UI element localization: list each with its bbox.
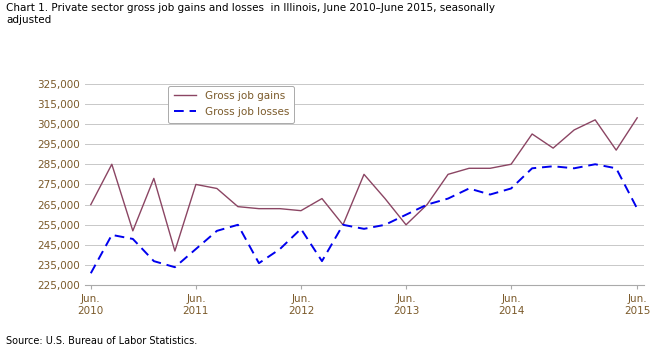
Gross job gains	[276, 207, 284, 211]
Gross job gains	[171, 249, 179, 253]
Gross job gains	[234, 205, 242, 209]
Gross job losses	[255, 261, 263, 265]
Gross job losses	[360, 227, 368, 231]
Text: Source: U.S. Bureau of Labor Statistics.: Source: U.S. Bureau of Labor Statistics.	[6, 336, 198, 346]
Gross job gains	[592, 118, 599, 122]
Gross job gains	[129, 229, 136, 233]
Gross job gains	[570, 128, 578, 132]
Gross job gains	[297, 208, 305, 213]
Gross job losses	[633, 207, 641, 211]
Gross job gains	[465, 166, 473, 171]
Gross job gains	[444, 172, 452, 176]
Gross job losses	[507, 187, 515, 191]
Gross job gains	[150, 176, 158, 181]
Gross job losses	[276, 247, 284, 251]
Gross job losses	[129, 237, 136, 241]
Gross job losses	[592, 162, 599, 166]
Gross job losses	[402, 213, 410, 217]
Gross job losses	[339, 223, 347, 227]
Gross job losses	[528, 166, 536, 171]
Gross job losses	[612, 166, 620, 171]
Gross job gains	[87, 203, 95, 207]
Gross job losses	[234, 223, 242, 227]
Gross job gains	[360, 172, 368, 176]
Gross job gains	[549, 146, 557, 150]
Gross job gains	[528, 132, 536, 136]
Gross job losses	[297, 227, 305, 231]
Gross job gains	[633, 116, 641, 120]
Gross job losses	[192, 247, 200, 251]
Line: Gross job gains: Gross job gains	[91, 118, 637, 251]
Gross job losses	[423, 203, 431, 207]
Gross job losses	[318, 259, 326, 263]
Gross job gains	[507, 162, 515, 166]
Gross job losses	[108, 233, 116, 237]
Gross job gains	[423, 203, 431, 207]
Gross job gains	[612, 148, 620, 152]
Gross job losses	[549, 164, 557, 168]
Gross job gains	[192, 182, 200, 187]
Gross job gains	[486, 166, 494, 171]
Gross job gains	[213, 187, 221, 191]
Gross job losses	[381, 223, 389, 227]
Gross job gains	[402, 223, 410, 227]
Gross job losses	[150, 259, 158, 263]
Gross job losses	[171, 265, 179, 269]
Gross job losses	[444, 197, 452, 201]
Gross job gains	[255, 207, 263, 211]
Gross job losses	[87, 271, 95, 275]
Gross job gains	[381, 197, 389, 201]
Gross job losses	[570, 166, 578, 171]
Gross job gains	[339, 223, 347, 227]
Text: Chart 1. Private sector gross job gains and losses  in Illinois, June 2010–June : Chart 1. Private sector gross job gains …	[6, 3, 495, 25]
Gross job losses	[213, 229, 221, 233]
Gross job losses	[465, 187, 473, 191]
Gross job gains	[318, 197, 326, 201]
Gross job gains	[108, 162, 116, 166]
Gross job losses	[486, 192, 494, 197]
Line: Gross job losses: Gross job losses	[91, 164, 637, 273]
Legend: Gross job gains, Gross job losses: Gross job gains, Gross job losses	[168, 86, 294, 122]
